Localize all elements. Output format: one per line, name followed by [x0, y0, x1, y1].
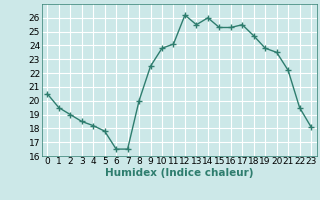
X-axis label: Humidex (Indice chaleur): Humidex (Indice chaleur) [105, 168, 253, 178]
